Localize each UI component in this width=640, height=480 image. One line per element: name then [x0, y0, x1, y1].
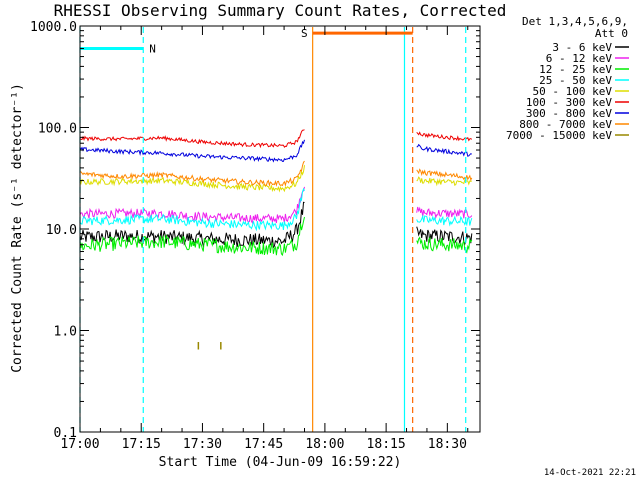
series-300-800keV-keV-group — [79, 139, 473, 163]
series-segment — [79, 139, 305, 163]
x-tick-label: 18:00 — [305, 437, 344, 452]
series-25-50keV-keV-group — [79, 187, 473, 232]
footer-timestamp: 14-Oct-2021 22:21 — [544, 468, 636, 478]
series-segment — [416, 176, 472, 187]
y-axis-label: Corrected Count Rate (s⁻¹ detector⁻¹) — [10, 83, 25, 373]
annotation-label-n: N — [149, 43, 156, 56]
series-50-100keV-keV-group — [79, 165, 472, 193]
y-tick-label: 1.0 — [54, 325, 77, 340]
legend-header-line-2: Att 0 — [595, 27, 628, 40]
series-6-12keV-keV-group — [79, 186, 473, 225]
legend-label: 3 - 6 keV — [552, 41, 612, 54]
y-tick-label: 10.0 — [46, 223, 77, 238]
x-axis-label: Start Time (04-Jun-09 16:59:22) — [159, 455, 402, 470]
x-tick-label: 18:15 — [367, 437, 406, 452]
x-tick-label: 17:45 — [244, 437, 283, 452]
series-segment — [416, 143, 473, 157]
x-tick-label: 17:30 — [183, 437, 222, 452]
series-segment — [416, 214, 473, 227]
y-tick-label: 0.1 — [54, 426, 77, 441]
legend-label: 7000 - 15000 keV — [506, 129, 612, 142]
series-segment — [79, 160, 305, 188]
legend-label: 25 - 50 keV — [539, 74, 612, 87]
series-3-6keV-keV-group — [79, 201, 473, 249]
legend-label: 12 - 25 keV — [539, 63, 612, 76]
legend-header-line-1: Det 1,3,4,5,6,9, — [522, 15, 628, 28]
legend-label: 6 - 12 keV — [546, 52, 613, 65]
annotation-label-s: S — [301, 27, 308, 40]
series-segment — [416, 226, 473, 246]
y-tick-label: 1000.0 — [30, 20, 77, 35]
series-segment — [79, 129, 305, 149]
x-tick-label: 18:30 — [428, 437, 467, 452]
chart-title: RHESSI Observing Summary Count Rates, Co… — [54, 1, 507, 20]
series-segment — [79, 165, 305, 193]
series-12-25keV-keV-group — [79, 216, 473, 257]
legend-label: 800 - 7000 keV — [519, 118, 612, 131]
series-segment — [416, 236, 473, 254]
series-segment — [79, 186, 305, 225]
series-segment — [79, 216, 305, 257]
series-segment — [416, 131, 473, 142]
x-tick-label: 17:15 — [122, 437, 161, 452]
series-100-300keV-keV-group — [79, 129, 473, 149]
series-7000-15000keV-keV-group — [197, 342, 222, 350]
legend-label: 300 - 800 keV — [526, 107, 612, 120]
legend-label: 100 - 300 keV — [526, 96, 612, 109]
series-800-7000keV-keV-group — [79, 160, 473, 188]
series-segment — [79, 201, 305, 249]
x-tick-label: 17:00 — [60, 437, 99, 452]
y-tick-label: 100.0 — [38, 122, 77, 137]
series-segment — [416, 168, 473, 182]
series-segment — [79, 187, 305, 232]
plot-area: N S 0.1 1.0 10.0 100.0 1000.0 17:00 17:15 17:30 17… — [30, 20, 481, 452]
legend-label: 50 - 100 keV — [533, 85, 613, 98]
series-segment — [416, 206, 473, 220]
